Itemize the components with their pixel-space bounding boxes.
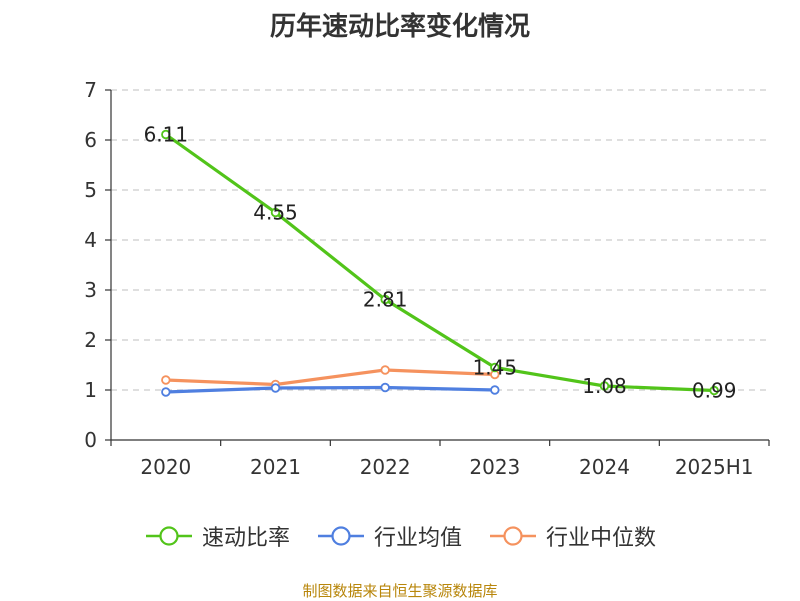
legend-label: 行业均值: [373, 526, 462, 551]
data-point: [490, 385, 500, 395]
data-source-note: 制图数据来自恒生聚源数据库: [302, 582, 498, 600]
data-point: [161, 375, 171, 385]
series-line: [165, 368, 495, 387]
legend-marker-icon: [317, 526, 364, 546]
data-point: [490, 362, 500, 373]
data-label: 1.45: [473, 356, 518, 380]
legend-label: 速动比率: [201, 526, 290, 551]
y-tick-label: 3: [84, 278, 97, 302]
x-tick-label: 2020: [140, 455, 191, 479]
legend-item[interactable]: 速动比率: [144, 520, 290, 552]
x-tick-label: 2025H1: [675, 455, 754, 479]
chart-title: 历年速动比率变化情况: [269, 12, 530, 42]
data-point: [161, 387, 171, 397]
y-tick-label: 2: [84, 328, 97, 352]
series-line: [165, 385, 495, 394]
y-tick-label: 5: [84, 178, 97, 202]
data-label: 4.55: [253, 201, 298, 225]
chart-legend: 速动比率 行业均值 行业中位数: [0, 520, 800, 552]
y-tick-label: 6: [84, 128, 97, 152]
data-label: 0.99: [692, 379, 737, 403]
data-point: [161, 129, 171, 140]
y-tick-label: 7: [84, 78, 97, 102]
data-point: [709, 385, 719, 396]
legend-circle: [503, 526, 523, 546]
x-tick-label: 2021: [250, 455, 301, 479]
x-tick-label: 2024: [579, 455, 630, 479]
y-tick-label: 1: [84, 378, 97, 402]
legend-marker-icon: [490, 526, 536, 546]
legend-item[interactable]: 行业均值: [316, 520, 462, 552]
x-tick-label: 2022: [360, 455, 411, 479]
legend-marker-icon: [145, 526, 192, 546]
series-line: [164, 133, 715, 393]
y-tick-label: 0: [84, 428, 97, 452]
legend-item[interactable]: 行业中位数: [488, 520, 656, 552]
data-point: [380, 382, 390, 393]
data-label: 2.81: [363, 288, 408, 312]
y-tick-label: 4: [84, 228, 97, 252]
data-point: [380, 294, 390, 305]
legend-label: 行业中位数: [546, 526, 657, 551]
data-point: [270, 207, 281, 218]
data-label: 1.08: [582, 374, 627, 398]
data-label: 6.11: [144, 123, 189, 147]
data-point: [599, 381, 610, 391]
legend-circle: [331, 526, 351, 546]
x-tick-label: 2023: [469, 455, 520, 479]
data-point: [270, 383, 281, 393]
legend-circle: [159, 526, 179, 546]
data-point: [380, 365, 390, 375]
